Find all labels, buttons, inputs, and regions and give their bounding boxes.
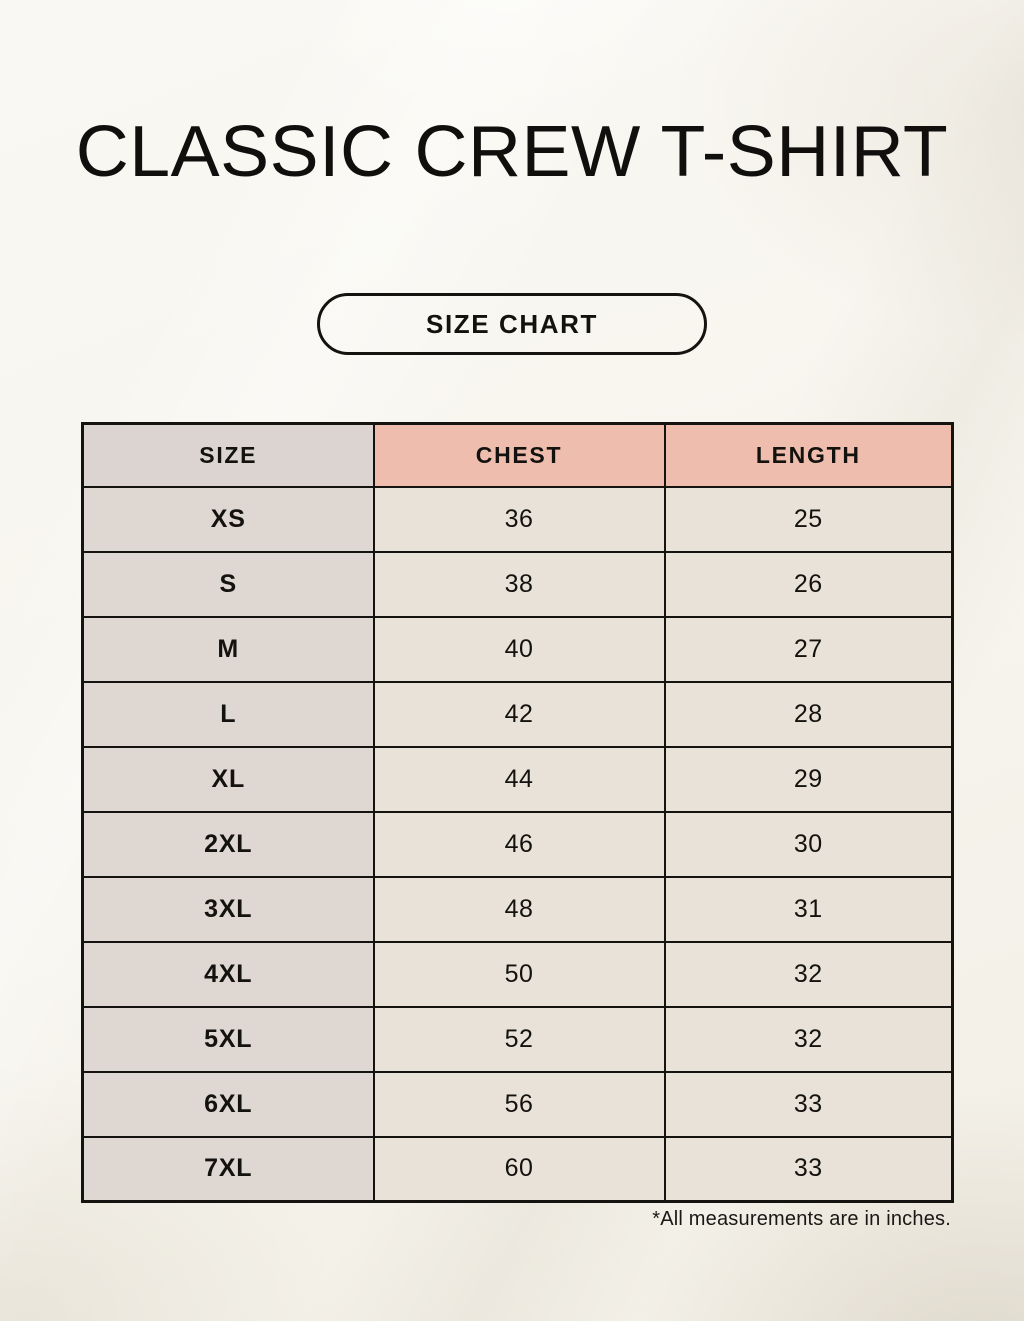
cell-size: XL <box>81 745 375 813</box>
cell-size: M <box>81 615 375 683</box>
cell-chest: 44 <box>372 745 666 813</box>
table-row: XL 44 29 <box>81 745 954 813</box>
cell-chest: 56 <box>372 1070 666 1138</box>
table-row: S 38 26 <box>81 550 954 618</box>
table-row: 2XL 46 30 <box>81 810 954 878</box>
cell-size: 2XL <box>81 810 375 878</box>
cell-size: 7XL <box>81 1135 375 1203</box>
cell-chest: 48 <box>372 875 666 943</box>
table-row: XS 36 25 <box>81 485 954 553</box>
cell-chest: 50 <box>372 940 666 1008</box>
cell-length: 29 <box>663 745 954 813</box>
table-row: M 40 27 <box>81 615 954 683</box>
cell-length: 33 <box>663 1070 954 1138</box>
cell-size: 3XL <box>81 875 375 943</box>
cell-length: 32 <box>663 1005 954 1073</box>
cell-size: 6XL <box>81 1070 375 1138</box>
table-row: 6XL 56 33 <box>81 1070 954 1138</box>
size-table: SIZE CHEST LENGTH XS 36 25 S 38 26 M 40 27 L 42 28 X… <box>81 422 954 1203</box>
column-header-length: LENGTH <box>663 422 954 488</box>
table-row: 3XL 48 31 <box>81 875 954 943</box>
table-row: 7XL 60 33 <box>81 1135 954 1203</box>
cell-chest: 52 <box>372 1005 666 1073</box>
table-row: 4XL 50 32 <box>81 940 954 1008</box>
badge-container: SIZE CHART <box>0 293 1024 355</box>
table-header-row: SIZE CHEST LENGTH <box>81 422 954 488</box>
cell-size: S <box>81 550 375 618</box>
measurements-footnote: *All measurements are in inches. <box>652 1208 951 1230</box>
cell-length: 30 <box>663 810 954 878</box>
size-table-head: SIZE CHEST LENGTH <box>81 422 954 488</box>
cell-length: 28 <box>663 680 954 748</box>
cell-length: 33 <box>663 1135 954 1203</box>
cell-length: 32 <box>663 940 954 1008</box>
cell-length: 25 <box>663 485 954 553</box>
page-title: CLASSIC CREW T-SHIRT <box>75 112 949 193</box>
size-table-body: XS 36 25 S 38 26 M 40 27 L 42 28 XL 44 29 2XL 46 30 3XL 48 3… <box>81 485 954 1203</box>
cell-chest: 42 <box>372 680 666 748</box>
cell-chest: 38 <box>372 550 666 618</box>
cell-chest: 60 <box>372 1135 666 1203</box>
cell-length: 31 <box>663 875 954 943</box>
cell-length: 26 <box>663 550 954 618</box>
column-header-chest: CHEST <box>372 422 666 488</box>
cell-size: 4XL <box>81 940 375 1008</box>
cell-chest: 36 <box>372 485 666 553</box>
cell-size: L <box>81 680 375 748</box>
cell-length: 27 <box>663 615 954 683</box>
column-header-size: SIZE <box>81 422 375 488</box>
table-row: 5XL 52 32 <box>81 1005 954 1073</box>
cell-chest: 46 <box>372 810 666 878</box>
cell-size: 5XL <box>81 1005 375 1073</box>
size-chart-badge[interactable]: SIZE CHART <box>317 293 707 355</box>
cell-chest: 40 <box>372 615 666 683</box>
cell-size: XS <box>81 485 375 553</box>
size-table-container: SIZE CHEST LENGTH XS 36 25 S 38 26 M 40 27 L 42 28 X… <box>81 422 954 1203</box>
table-row: L 42 28 <box>81 680 954 748</box>
